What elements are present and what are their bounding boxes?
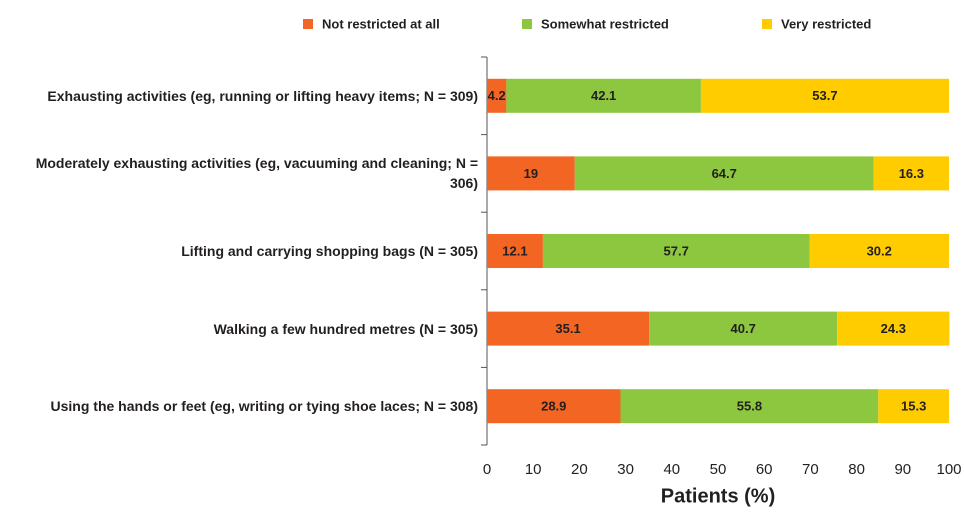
value-label: 19: [524, 166, 538, 181]
x-tick-label: 50: [710, 461, 727, 478]
legend-label: Very restricted: [781, 16, 871, 31]
value-label: 4.2: [488, 88, 506, 103]
value-label: 35.1: [555, 321, 580, 336]
bar-segment: [487, 156, 575, 191]
value-label: 64.7: [712, 166, 737, 181]
x-tick-label: 70: [802, 461, 819, 478]
legend-swatch: [762, 19, 772, 29]
bar-segment: [837, 311, 950, 346]
value-label: 40.7: [731, 321, 756, 336]
bar-segment: [700, 78, 949, 113]
legend-label: Not restricted at all: [322, 16, 440, 31]
x-tick-label: 60: [756, 461, 773, 478]
bar-segment: [487, 78, 507, 113]
bar-segment: [487, 234, 543, 268]
bar-segment: [878, 389, 949, 424]
x-tick-label: 40: [663, 461, 680, 478]
bar-segment: [873, 156, 949, 191]
value-label: 42.1: [591, 88, 616, 103]
y-tick-label: Walking a few hundred metres (N = 305): [213, 320, 478, 337]
x-tick-label: 90: [894, 461, 911, 478]
value-label: 24.3: [881, 321, 906, 336]
legend-label: Somewhat restricted: [541, 16, 669, 31]
bar-segment: [809, 234, 949, 268]
bar-segment: [487, 311, 650, 346]
x-axis-title: Patients (%): [661, 485, 775, 507]
y-tick-label: Moderately exhausting activities (eg, va…: [35, 155, 478, 192]
bar-segment: [649, 311, 838, 346]
x-tick-label: 30: [617, 461, 634, 478]
value-label: 57.7: [664, 243, 689, 258]
bar-segment: [506, 78, 701, 113]
value-label: 55.8: [737, 399, 762, 414]
value-label: 12.1: [502, 243, 527, 258]
legend-swatch: [522, 19, 532, 29]
value-label: 15.3: [901, 399, 926, 414]
value-label: 28.9: [541, 399, 566, 414]
y-tick-label: Using the hands or feet (eg, writing or …: [50, 398, 478, 415]
legend-swatch: [303, 19, 313, 29]
value-label: 30.2: [867, 243, 892, 258]
y-tick-label: Exhausting activities (eg, running or li…: [47, 87, 478, 104]
bar-segment: [620, 389, 879, 424]
bar-segment: [542, 234, 810, 268]
y-tick-label: Lifting and carrying shopping bags (N = …: [181, 242, 478, 259]
bar-segment: [487, 389, 621, 424]
bar-segment: [574, 156, 874, 191]
x-tick-label: 10: [525, 461, 542, 478]
x-tick-label: 20: [571, 461, 588, 478]
x-tick-label: 80: [848, 461, 865, 478]
value-label: 53.7: [812, 88, 837, 103]
value-label: 16.3: [899, 166, 924, 181]
x-tick-label: 100: [936, 461, 961, 478]
x-tick-label: 0: [483, 461, 491, 478]
